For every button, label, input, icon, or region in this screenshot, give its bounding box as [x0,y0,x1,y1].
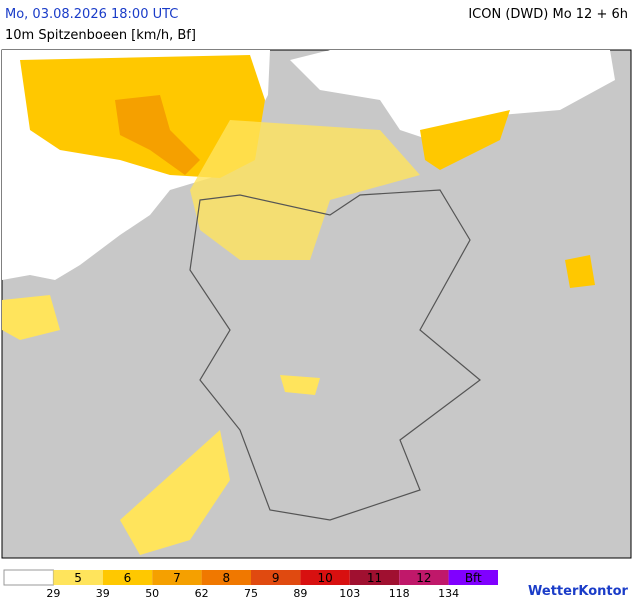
legend-label: 12 [416,571,431,585]
legend-threshold: 62 [195,587,209,600]
legend-label: 10 [317,571,332,585]
gust-area [120,430,230,555]
legend-label: 8 [222,571,230,585]
gust-area [2,295,60,340]
legend-threshold: 39 [96,587,110,600]
gust-area [190,120,420,260]
gust-area [420,110,510,170]
legend-threshold: 75 [244,587,258,600]
legend-box [399,570,449,585]
legend-threshold: 89 [293,587,307,600]
model: ICON (DWD) Mo 12 + 6h [468,7,628,22]
legend-threshold: 29 [46,587,60,600]
legend-threshold: 50 [145,587,159,600]
legend-box [448,570,498,585]
legend-box [201,570,251,585]
legend-label: 11 [367,571,382,585]
legend-threshold: 103 [339,587,360,600]
legend-label: 6 [124,571,132,585]
legend-box [3,569,54,586]
legend-label: 7 [173,571,181,585]
brand: WetterKontor [528,584,629,599]
legend-box [102,570,153,585]
legend-label: Bft [465,571,482,585]
gust-area [115,95,200,175]
legend-box [53,570,103,585]
datetime: Mo, 03.08.2026 18:00 UTC [5,7,179,22]
legend-box [152,570,202,585]
legend-threshold: 118 [389,587,410,600]
legend-label: 5 [74,571,82,585]
gust-area [565,255,595,288]
gust-area [280,375,320,395]
legend-label: 9 [272,571,280,585]
legend-box [349,570,400,585]
baltic-sea [290,50,615,140]
legend-threshold: 134 [438,587,459,600]
legend-box [251,570,301,585]
parameter: 10m Spitzenboeen [km/h, Bf] [5,28,196,43]
legend-box [300,570,350,585]
border [189,189,481,521]
